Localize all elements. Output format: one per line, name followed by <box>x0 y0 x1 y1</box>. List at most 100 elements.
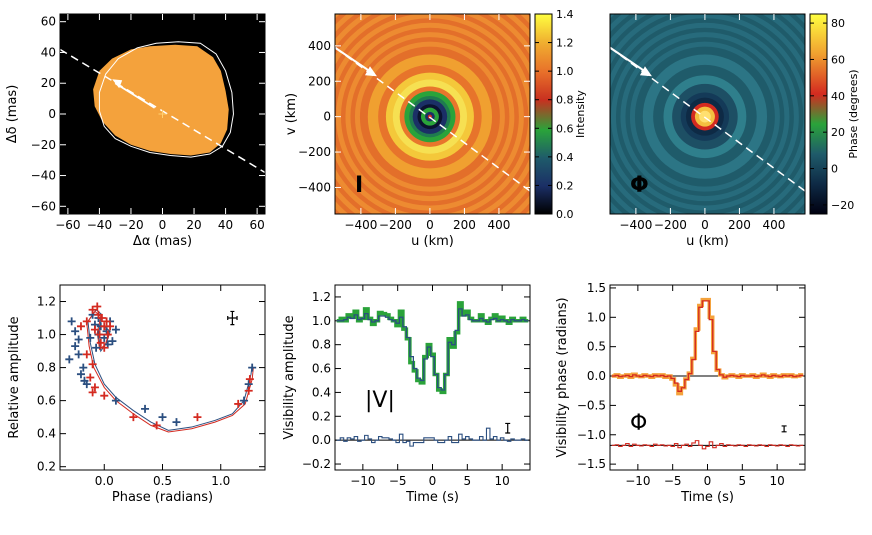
x-tick-label: 0 <box>704 474 712 488</box>
y-tick-label: 400 <box>308 39 331 53</box>
x-tick-label: 400 <box>487 218 510 232</box>
data-point-blue <box>76 370 85 379</box>
data-point-red <box>82 317 91 326</box>
x-tick-label: 5 <box>739 474 747 488</box>
x-tick-label: −400 <box>344 218 377 232</box>
ripple-ring <box>620 32 790 202</box>
x-axis-label: Δα (mas) <box>133 234 192 249</box>
y-tick-label: 0.2 <box>37 460 56 474</box>
model-line-red <box>86 310 254 433</box>
plot-frame <box>609 13 806 215</box>
data-point-red <box>129 413 138 422</box>
x-tick-label: −200 <box>379 218 412 232</box>
panel-a: −60 −40 −20 0 20 40 60 −60 −40 −20 0 20 40 60 Δα (mas)… <box>5 13 266 249</box>
y-tick-label: 1.2 <box>312 290 331 304</box>
panel-f: −10 −5 0 5 10 −1.5 −1.0 −0.5 0.0 0.5 1.0 1.5 Time (s… <box>555 281 806 505</box>
data-point-blue <box>141 404 150 413</box>
series-data <box>611 297 804 396</box>
data-point-red <box>245 375 254 384</box>
track-arrowhead <box>639 66 652 77</box>
plot-frame <box>334 13 531 215</box>
data-point-red <box>90 325 99 334</box>
data-point-blue <box>65 355 74 364</box>
x-tick-label: −60 <box>55 218 80 232</box>
data-point-blue <box>71 342 80 351</box>
data-point-red <box>102 317 111 326</box>
data-point-red <box>88 305 97 314</box>
y-tick-label: −20 <box>31 138 56 152</box>
data-point-red <box>86 373 95 382</box>
ripple-ring <box>345 32 515 202</box>
data-point-red <box>152 421 161 430</box>
x-tick-label: −10 <box>625 474 650 488</box>
data-point-blue <box>74 335 83 344</box>
x-tick-label: −10 <box>350 474 375 488</box>
y-axis-label: Δδ (mas) <box>5 85 20 144</box>
data-point-blue <box>172 418 181 427</box>
ripple-ring <box>629 41 780 192</box>
x-axis-label: Phase (radians) <box>112 490 213 505</box>
y-tick-label: −0.2 <box>302 457 331 471</box>
error-bar <box>781 425 787 433</box>
colorbar-tick-label: 60 <box>831 53 845 66</box>
colorbar-tick-label: 0.4 <box>556 151 574 164</box>
colorbar-tick-label: 0 <box>831 163 838 176</box>
y-tick-label: 40 <box>41 45 56 59</box>
y-tick-label: 0.6 <box>312 362 331 376</box>
x-axis-label: u (km) <box>411 234 454 249</box>
colorbar-tick-label: 0.2 <box>556 179 574 192</box>
data-point-blue <box>108 337 117 346</box>
data-point-blue <box>67 317 76 326</box>
y-tick-label: 1.0 <box>587 310 606 324</box>
error-bar <box>505 422 511 434</box>
track-arrowhead <box>364 66 377 77</box>
ripple-ring <box>354 41 505 192</box>
phase-colorbar: −20 0 20 40 60 80 Phase (degrees) <box>809 13 860 215</box>
data-point-blue <box>86 333 95 342</box>
y-tick-label: −1.5 <box>577 457 606 471</box>
colorbar-label: Intensity <box>574 90 587 138</box>
x-tick-label: −5 <box>389 474 407 488</box>
data-point-blue <box>111 396 120 405</box>
y-tick-label: 0.8 <box>312 338 331 352</box>
colorbar-tick-label: 20 <box>831 126 845 139</box>
y-tick-label: 1.5 <box>587 281 606 295</box>
x-tick-label: 0.0 <box>95 474 114 488</box>
y-tick-label: −400 <box>298 180 331 194</box>
series-data <box>336 301 529 395</box>
occultation-shadow <box>93 44 229 156</box>
x-tick-label: −40 <box>87 218 112 232</box>
data-point-red <box>93 302 102 311</box>
y-tick-label: 0.4 <box>37 427 56 441</box>
data-point-red <box>100 343 109 352</box>
colorbar-tick-label: 0.8 <box>556 94 574 107</box>
y-tick-label: −200 <box>298 145 331 159</box>
data-point-red <box>88 360 97 369</box>
data-point-red <box>193 413 202 422</box>
data-point-red <box>103 330 112 339</box>
colorbar-tick-label: 0.0 <box>556 208 574 221</box>
track-arrow <box>114 82 156 109</box>
y-tick-label: −40 <box>31 169 56 183</box>
series-model <box>611 300 804 392</box>
x-tick-label: 0 <box>429 474 437 488</box>
visibility-amplitude-symbol: |V| <box>365 388 395 413</box>
y-axis-label: Relative amplitude <box>7 316 22 438</box>
x-tick-label: −20 <box>118 218 143 232</box>
y-tick-label: 0.2 <box>312 409 331 423</box>
data-point-blue <box>248 363 257 372</box>
x-tick-label: 20 <box>186 218 201 232</box>
series-residual <box>611 440 804 450</box>
data-point-red <box>100 391 109 400</box>
data-point-red <box>76 322 85 331</box>
phase-symbol: Φ <box>630 411 647 436</box>
y-tick-label: 60 <box>41 15 56 29</box>
x-tick-label: 400 <box>762 218 785 232</box>
colorbar-tick-label: 0.6 <box>556 122 574 135</box>
colorbar-tick-label: 40 <box>831 90 845 103</box>
panel-d: 0.0 0.5 1.0 0.2 0.4 0.6 0.8 1.0 1.2 Phase (radian… <box>7 284 266 505</box>
data-point-red <box>97 314 106 323</box>
x-tick-label: 10 <box>495 474 510 488</box>
colorbar-tick-label: 1.2 <box>556 37 574 50</box>
